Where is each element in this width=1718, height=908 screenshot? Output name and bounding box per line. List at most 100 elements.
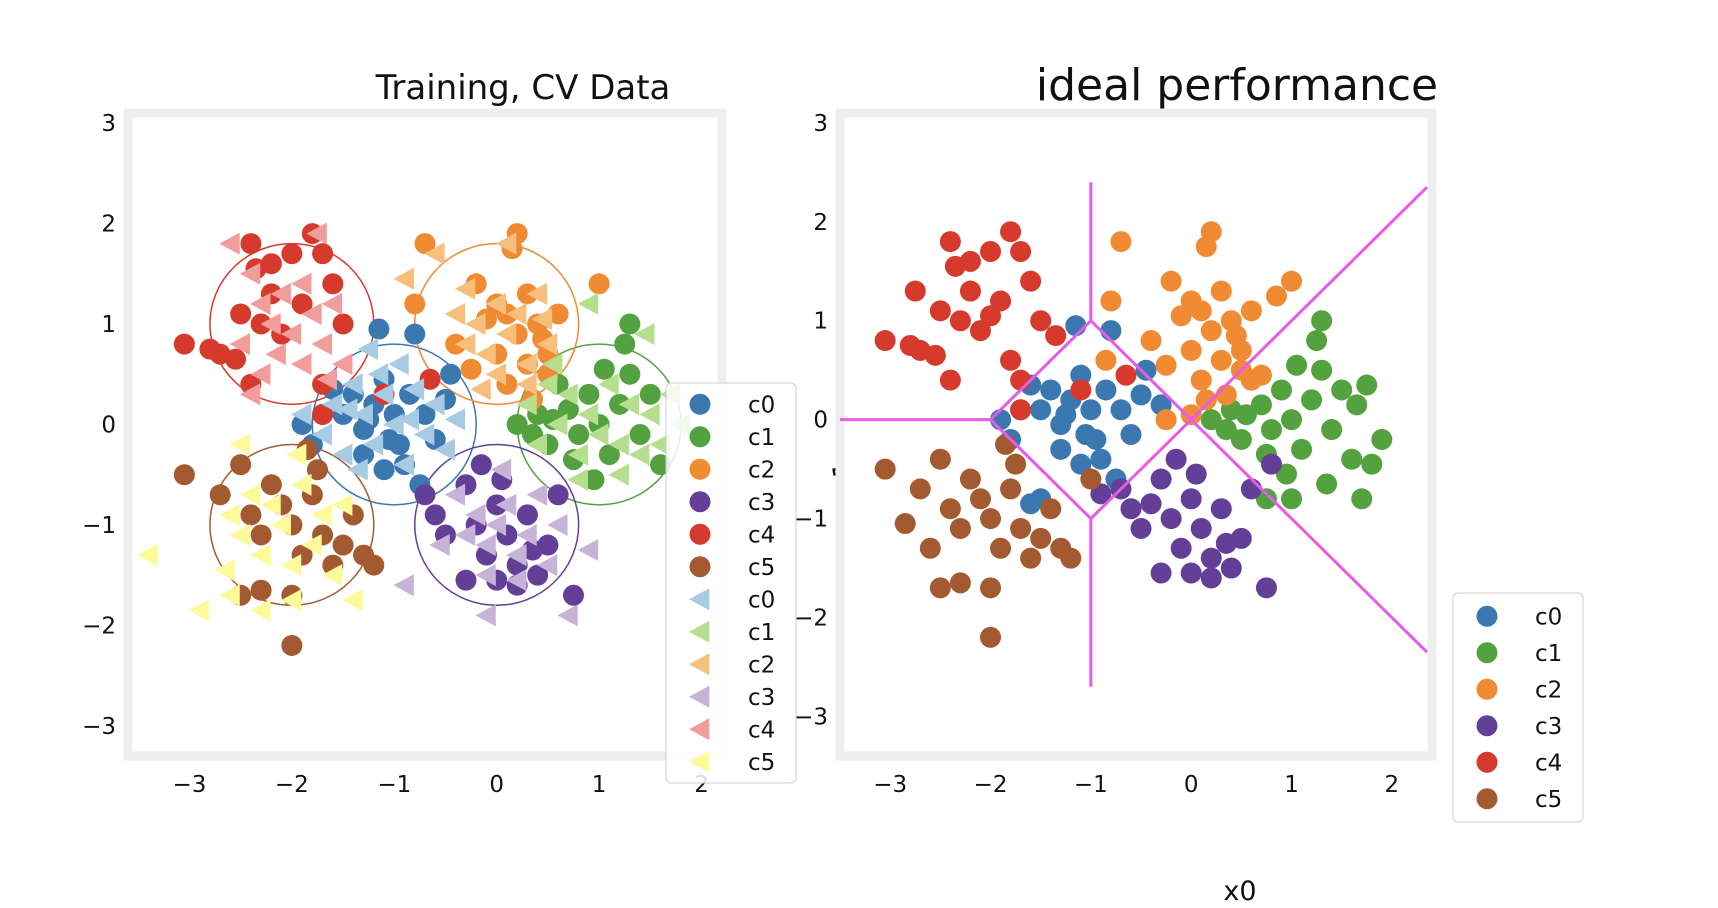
data-point [568, 424, 590, 445]
series-c5-circle [874, 433, 1102, 648]
x-tick-label: −3 [873, 772, 907, 798]
data-point [239, 383, 261, 406]
data-point [1090, 448, 1112, 470]
data-point [188, 599, 210, 622]
legend-marker [689, 588, 710, 611]
data-point [1371, 428, 1393, 450]
data-point [1155, 354, 1177, 376]
data-point [475, 564, 496, 587]
data-point [639, 403, 660, 426]
data-point [465, 312, 486, 335]
data-point [353, 444, 375, 466]
data-point [352, 403, 373, 426]
data-point [522, 539, 544, 561]
data-point [1000, 349, 1022, 371]
data-point [270, 282, 291, 305]
data-point [1276, 463, 1298, 485]
data-point [301, 534, 322, 557]
decision-boundary [1190, 418, 1429, 654]
data-point [444, 483, 466, 506]
data-point [990, 290, 1012, 312]
data-point [614, 333, 636, 355]
data-point [1160, 270, 1182, 292]
legend-marker [689, 556, 711, 578]
data-point [929, 577, 951, 599]
legend-label: c3 [1535, 714, 1562, 740]
data-point [414, 233, 436, 255]
data-point [1316, 473, 1338, 495]
data-point [229, 333, 251, 356]
data-point [1240, 300, 1262, 322]
data-point [219, 584, 240, 607]
data-point [629, 424, 651, 445]
legend-label: c2 [748, 652, 775, 678]
data-point [1356, 374, 1378, 396]
data-point [1150, 562, 1172, 584]
data-point [1210, 498, 1232, 520]
data-point [1070, 453, 1092, 475]
data-point [536, 373, 558, 396]
data-point [1090, 483, 1112, 505]
data-point [567, 468, 588, 491]
data-point [280, 589, 302, 612]
data-point [1155, 409, 1177, 431]
legend-label: c3 [748, 490, 775, 516]
data-point [373, 383, 394, 406]
data-point [1120, 424, 1142, 445]
data-point [1130, 517, 1152, 539]
data-point [454, 277, 476, 300]
x-tick-label: −1 [377, 772, 411, 798]
data-point [1170, 305, 1192, 327]
x-tick-label: 0 [489, 772, 504, 798]
data-point [312, 243, 334, 265]
data-point [311, 333, 332, 356]
data-point [969, 320, 991, 342]
data-point [949, 517, 971, 539]
data-point [516, 373, 537, 396]
data-point [173, 464, 195, 486]
data-point [1190, 300, 1212, 322]
data-point [629, 443, 650, 466]
data-point [547, 484, 569, 506]
data-point [260, 312, 281, 335]
data-point [393, 453, 414, 476]
legend: c0 c1 c2 c3 c4 c5 [1452, 592, 1584, 823]
legend-marker [689, 523, 711, 545]
data-point [1351, 488, 1373, 510]
data-point [280, 323, 302, 346]
data-point [1200, 409, 1222, 431]
legend-marker [689, 718, 710, 741]
data-point [1195, 236, 1217, 258]
data-point [557, 398, 579, 420]
data-point [536, 554, 558, 577]
data-point [495, 323, 517, 346]
y-tick-label: 3 [813, 111, 828, 137]
data-point [490, 458, 512, 481]
data-point [874, 330, 896, 352]
left-scatter-panel: Training, CV Data −3 −2 −1 0 1 2−3−2−10123c0c… [82, 68, 797, 798]
legend-marker [1476, 715, 1498, 737]
data-point [250, 544, 271, 567]
series-c4-triangle [219, 222, 353, 406]
data-point [388, 353, 409, 376]
data-point [230, 303, 252, 325]
series-c5-triangle [137, 433, 363, 622]
legend-label: c1 [748, 620, 775, 646]
y-tick-label: 1 [813, 309, 828, 335]
data-point [1215, 384, 1237, 406]
series-c3-circle [1090, 448, 1282, 599]
data-point [260, 493, 281, 516]
legend-marker [1476, 642, 1498, 664]
data-point [583, 469, 605, 491]
data-point [312, 403, 334, 425]
data-point [577, 292, 599, 315]
series-c2-triangle [393, 232, 558, 401]
data-point [429, 534, 450, 557]
y-tick-label: 2 [101, 212, 116, 238]
x-tick-label: 1 [592, 772, 607, 798]
legend-label: c1 [1535, 641, 1562, 667]
data-point [959, 250, 981, 272]
data-point [608, 433, 629, 456]
data-point [593, 358, 615, 380]
data-point [563, 584, 584, 606]
